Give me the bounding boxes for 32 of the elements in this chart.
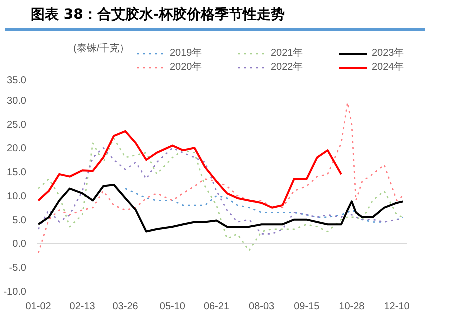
x-tick-label: 10-28 (339, 302, 366, 312)
x-tick-label: 05-10 (160, 302, 186, 312)
legend-label: 2020年 (170, 61, 204, 74)
x-tick-label: 09-15 (294, 302, 320, 312)
y-tick-label: 15.0 (7, 168, 27, 179)
x-tick-label: 08-03 (249, 302, 276, 312)
chart-title: 图表 38：合艾胶水-杯胶价格季节性走势 (31, 6, 286, 25)
y-tick-label: -10.0 (4, 287, 27, 298)
x-tick-label: 02-13 (70, 302, 96, 312)
legend-label: 2022年 (271, 61, 304, 74)
y-tick-label: -5.0 (9, 263, 27, 274)
line-series (38, 102, 404, 254)
x-tick-label: 03-26 (112, 302, 139, 312)
y-tick-label: 25.0 (7, 120, 27, 131)
x-tick-label: 06-21 (204, 302, 230, 312)
legend-label: 2019年 (170, 47, 204, 60)
y-tick-label: 30.0 (7, 96, 27, 107)
y-axis-title: (泰铢/千克） (74, 42, 130, 54)
legend-label: 2024年 (372, 61, 406, 74)
y-tick-label: 35.0 (7, 76, 27, 86)
legend-label: 2021年 (271, 47, 304, 60)
y-tick-label: 10.0 (7, 191, 27, 202)
line-series (38, 184, 404, 233)
x-tick-label: 01-02 (26, 302, 52, 312)
line-series (38, 138, 404, 252)
line-series (124, 188, 404, 223)
legend-label: 2023年 (372, 47, 406, 60)
line-series (38, 130, 342, 209)
y-tick-label: 20.0 (7, 144, 27, 155)
y-tick-label: 5.0 (12, 215, 27, 226)
x-tick-label: 12-10 (384, 302, 410, 312)
y-tick-label: 0.0 (12, 239, 27, 250)
